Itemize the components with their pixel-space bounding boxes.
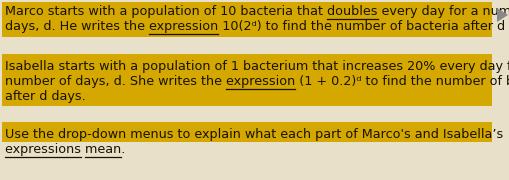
Text: number of days, d. She writes the expression (1 + 0.2)ᵈ to find the number of ba: number of days, d. She writes the expres… [5,75,509,88]
Bar [2,2,491,37]
Text: expressions mean.: expressions mean. [5,143,125,156]
Polygon shape [496,8,507,22]
Bar [2,54,491,106]
Text: days, d. He writes the expression 10(2ᵈ) to find the number of bacteria after d : days, d. He writes the expression 10(2ᵈ)… [5,20,509,33]
Text: Use the drop-down menus to explain what each part of Marco's and Isabella’s: Use the drop-down menus to explain what … [5,128,502,141]
Text: after d days.: after d days. [5,90,86,103]
Text: Isabella starts with a population of 1 bacterium that increases 20% every day fo: Isabella starts with a population of 1 b… [5,60,509,73]
Text: Marco starts with a population of 10 bacteria that doubles every day for a numbe: Marco starts with a population of 10 bac… [5,5,509,18]
Bar [2,122,491,142]
